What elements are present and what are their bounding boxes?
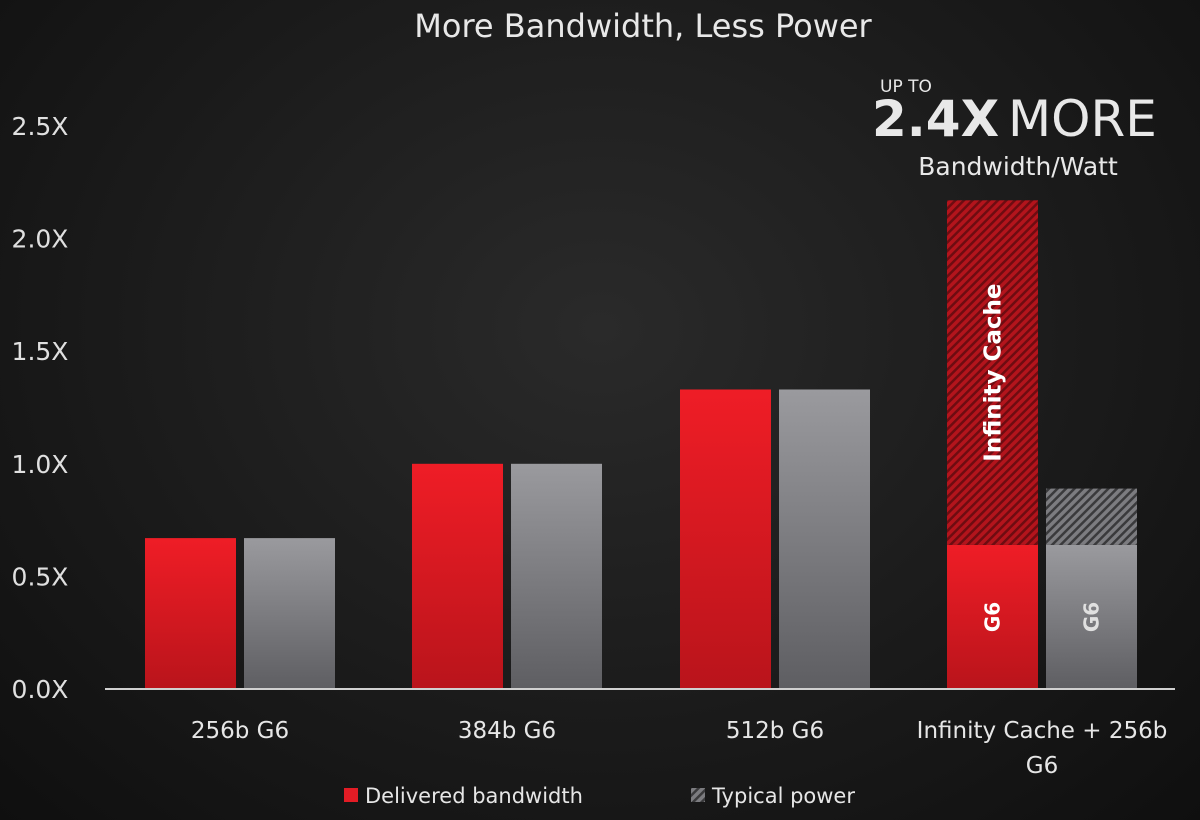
bar-delivered-bandwidth-segment: [947, 544, 1038, 689]
bar-delivered-bandwidth: [680, 389, 771, 689]
bar-segment-label: Infinity Cache: [981, 283, 1007, 461]
bar-typical-power: [779, 389, 870, 689]
x-tick-label: 512b G6: [726, 718, 824, 744]
bar-typical-power: [511, 463, 602, 689]
legend-swatch-typical-power: [691, 788, 705, 802]
bar-typical-power: [244, 538, 335, 689]
legend-label: Delivered bandwidth: [365, 784, 583, 808]
callout-prefix: UP TO: [880, 77, 932, 97]
callout-caption: Bandwidth/Watt: [918, 152, 1118, 181]
x-axis: 256b G6 384b G6 512b G6 Infinity Cache + 25…: [191, 718, 1167, 779]
bar-segment-label: G6: [981, 602, 1005, 632]
bar-typical-power-segment: [1046, 544, 1137, 689]
x-tick-label: 256b G6: [191, 718, 289, 744]
callout: UP TO 2.4X MORE Bandwidth/Watt: [872, 77, 1157, 181]
callout-value: 2.4X: [872, 90, 999, 148]
y-tick-label: 2.0X: [12, 225, 69, 254]
bar-delivered-bandwidth: [145, 538, 236, 689]
bar-delivered-bandwidth-segment: [947, 200, 1038, 545]
y-tick-label: 2.5X: [12, 112, 69, 141]
y-tick-label: 0.0X: [12, 675, 69, 704]
bar-delivered-bandwidth: [412, 463, 503, 689]
x-tick-label: Infinity Cache + 256b G6: [917, 718, 1168, 779]
x-tick-label: 384b G6: [458, 718, 556, 744]
y-axis: 0.0X 0.5X 1.0X 1.5X 2.0X 2.5X: [12, 112, 69, 704]
chart-title: More Bandwidth, Less Power: [414, 7, 872, 45]
y-tick-label: 1.5X: [12, 337, 69, 366]
legend: Delivered bandwidth Typical power: [344, 784, 855, 808]
legend-swatch-delivered-bandwidth: [344, 788, 358, 802]
callout-suffix: MORE: [1008, 90, 1157, 148]
legend-label: Typical power: [711, 784, 855, 808]
bar-typical-power-segment: [1046, 488, 1137, 545]
y-tick-label: 0.5X: [12, 562, 69, 591]
bars: G6 Infinity Cache G6: [145, 200, 1137, 689]
bar-segment-label: G6: [1080, 602, 1104, 632]
y-tick-label: 1.0X: [12, 450, 69, 479]
